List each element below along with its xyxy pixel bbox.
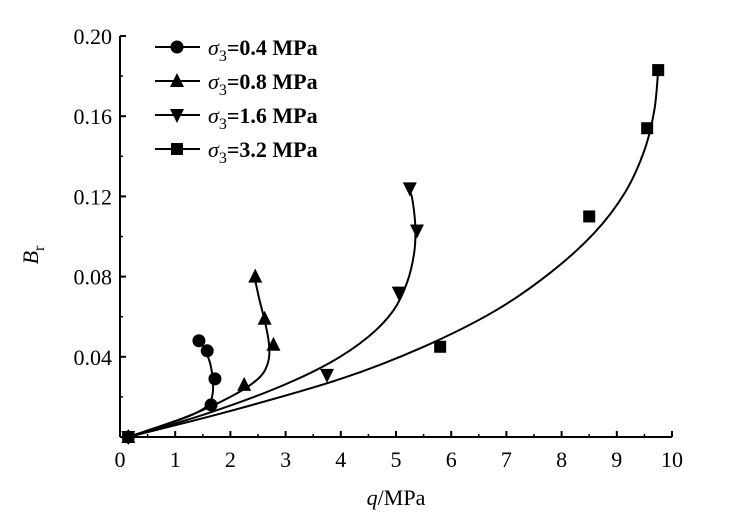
x-tick-label: 5 bbox=[391, 447, 402, 472]
triangle-up-marker bbox=[257, 310, 272, 325]
triangle-down-marker bbox=[409, 224, 424, 239]
triangle-down-marker bbox=[402, 182, 417, 197]
y-tick-label: 0.12 bbox=[74, 184, 113, 209]
triangle-up-marker bbox=[248, 268, 263, 283]
square-marker bbox=[434, 340, 447, 353]
square-marker bbox=[122, 431, 135, 443]
x-tick-label: 7 bbox=[501, 447, 512, 472]
circle-marker bbox=[208, 372, 222, 386]
x-tick-label: 3 bbox=[280, 447, 291, 472]
circle-marker bbox=[200, 344, 214, 358]
legend-label: σ3=0.4 MPa bbox=[208, 35, 318, 65]
triangle-down-marker bbox=[320, 368, 334, 383]
x-tick-label: 9 bbox=[611, 447, 622, 472]
x-axis-title: q/MPa bbox=[367, 485, 426, 510]
series-curve-2 bbox=[127, 190, 417, 438]
x-tick-label: 4 bbox=[335, 447, 346, 472]
circle-marker bbox=[204, 398, 218, 412]
square-marker bbox=[583, 210, 596, 223]
square-marker bbox=[641, 122, 654, 135]
y-tick-label: 0.04 bbox=[74, 345, 113, 370]
y-tick-label: 0.20 bbox=[74, 24, 113, 49]
y-axis-title: Br bbox=[18, 245, 48, 264]
series-curve-1 bbox=[127, 280, 271, 438]
markers bbox=[121, 64, 665, 445]
circle-marker bbox=[170, 40, 184, 54]
legend-label: σ3=3.2 MPa bbox=[208, 137, 318, 167]
x-tick-label: 1 bbox=[170, 447, 181, 472]
triangle-up-marker bbox=[170, 73, 184, 87]
axis-labels: q/MPa Br bbox=[18, 245, 426, 510]
square-marker bbox=[652, 64, 665, 77]
triangle-up-marker bbox=[237, 376, 252, 391]
triangle-up-marker bbox=[266, 336, 281, 351]
y-tick-label: 0.08 bbox=[74, 265, 113, 290]
legend-label: σ3=0.8 MPa bbox=[208, 69, 318, 99]
x-tick-label: 6 bbox=[446, 447, 457, 472]
axes: 0 1 2 3 4 5 6 7 8 9 10 0.04 0.08 0.12 0.16 0.20 bbox=[74, 24, 684, 472]
triangle-down-marker bbox=[391, 286, 406, 301]
x-tick-label: 10 bbox=[661, 447, 683, 472]
x-tick-label: 8 bbox=[556, 447, 567, 472]
legend-label: σ3=1.6 MPa bbox=[208, 103, 318, 133]
curves bbox=[127, 69, 660, 438]
x-tick-label: 2 bbox=[225, 447, 236, 472]
y-tick-label: 0.16 bbox=[74, 104, 113, 129]
x-tick-label: 0 bbox=[115, 447, 126, 472]
triangle-down-marker bbox=[170, 109, 184, 123]
square-marker bbox=[171, 143, 183, 155]
series-curve-3 bbox=[128, 69, 660, 438]
circle-marker bbox=[192, 334, 206, 348]
legend: σ3=0.4 MPa σ3=0.8 MPa σ3=1.6 MPa σ3=3.2 MPa bbox=[155, 35, 318, 167]
